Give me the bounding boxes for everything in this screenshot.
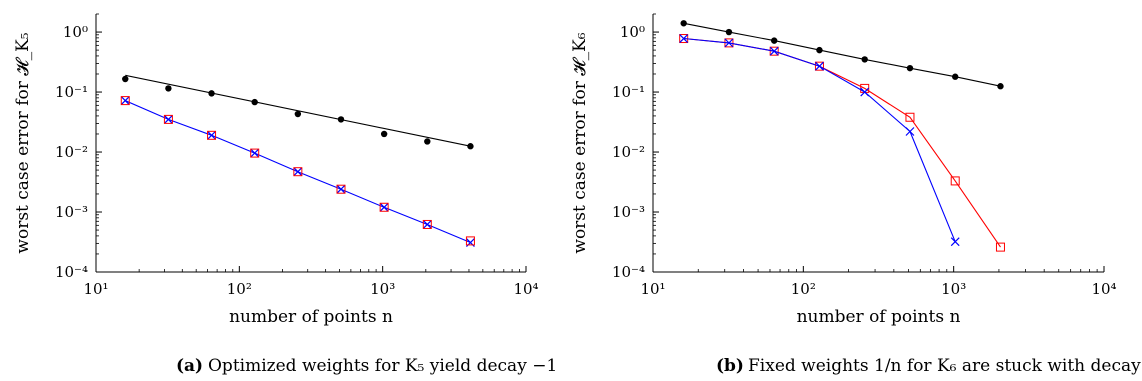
data-point bbox=[380, 130, 388, 138]
y-axis-label: worst case error for 𝓗_K₆ bbox=[570, 32, 590, 253]
x-tick-label: 10¹ bbox=[83, 280, 108, 298]
data-point bbox=[950, 176, 960, 186]
y-tick-label: 10⁻¹ bbox=[612, 83, 645, 101]
x-tick-label: 10⁴ bbox=[1091, 280, 1116, 298]
x-tick-label: 10¹ bbox=[640, 280, 665, 298]
series-line bbox=[125, 74, 471, 147]
data-point bbox=[163, 114, 173, 124]
chart-panel-b: 10¹ 10² 10³ 10⁴ 10⁻⁴ 10⁻³ 10⁻² 10⁻¹ 10⁰ number of… bbox=[570, 13, 1117, 327]
y-tick-label: 10⁻² bbox=[612, 143, 645, 161]
y-tick-label: 10⁻¹ bbox=[55, 83, 88, 101]
data-point bbox=[952, 73, 959, 80]
data-point bbox=[293, 167, 303, 177]
data-point bbox=[995, 242, 1005, 252]
data-point bbox=[337, 116, 345, 123]
x-axis-label: number of points n bbox=[229, 307, 393, 327]
data-point bbox=[769, 46, 779, 56]
data-point bbox=[860, 87, 870, 97]
data-point bbox=[724, 38, 734, 48]
data-point bbox=[208, 90, 215, 97]
data-point bbox=[251, 98, 258, 106]
data-point bbox=[250, 148, 260, 158]
series-line bbox=[683, 37, 1001, 248]
data-point bbox=[950, 237, 960, 247]
x-tick-label: 10³ bbox=[941, 280, 966, 298]
y-tick-label: 10⁻³ bbox=[55, 203, 88, 221]
x-tick-label: 10⁴ bbox=[513, 280, 538, 298]
x-tick-label: 10² bbox=[227, 280, 252, 298]
y-tick-label: 10⁰ bbox=[63, 23, 88, 41]
data-point bbox=[467, 143, 474, 150]
data-point bbox=[422, 220, 432, 229]
caption-b-text: Fixed weights 1/n for K₆ are stuck with … bbox=[748, 356, 1142, 376]
data-point bbox=[422, 219, 432, 229]
data-point bbox=[336, 184, 346, 194]
caption-a-text: Optimized weights for K₅ yield decay −1 bbox=[208, 356, 557, 376]
data-point bbox=[207, 130, 216, 140]
data-point bbox=[769, 46, 779, 56]
data-point bbox=[725, 28, 733, 36]
y-axis-label: worst case error for 𝓗_K₅ bbox=[13, 32, 33, 253]
caption-a: (a) Optimized weights for K₅ yield decay… bbox=[176, 356, 557, 376]
data-point bbox=[814, 61, 824, 71]
y-tick-label: 10⁻² bbox=[55, 143, 88, 161]
data-point bbox=[294, 110, 302, 118]
data-point bbox=[293, 167, 303, 177]
y-tick-label: 10⁻³ bbox=[612, 203, 645, 221]
data-point bbox=[465, 236, 475, 246]
data-point bbox=[250, 148, 260, 158]
data-point bbox=[120, 96, 130, 106]
data-point bbox=[424, 138, 431, 145]
x-axis-label: number of points n bbox=[797, 307, 961, 327]
data-point bbox=[861, 56, 868, 63]
series-3 bbox=[120, 96, 475, 246]
series-0 bbox=[680, 20, 1004, 90]
chart-panel-a: 10¹ 10² 10³ 10⁴ 10⁻⁴ 10⁻³ 10⁻² 10⁻¹ 10⁰ number of… bbox=[13, 13, 539, 327]
y-tick-label: 10⁻⁴ bbox=[612, 263, 645, 281]
series-1 bbox=[679, 34, 1005, 252]
series-2 bbox=[120, 96, 475, 247]
data-point bbox=[336, 184, 346, 194]
data-point bbox=[680, 20, 687, 27]
data-point bbox=[906, 64, 914, 72]
x-tick-label: 10³ bbox=[370, 280, 395, 298]
data-point bbox=[816, 46, 823, 54]
data-point bbox=[905, 127, 915, 136]
caption-b: (b) Fixed weights 1/n for K₆ are stuck w… bbox=[716, 356, 1142, 376]
y-tick-label: 10⁻⁴ bbox=[55, 263, 88, 281]
caption-b-letter: (b) bbox=[716, 356, 744, 376]
data-point bbox=[379, 202, 389, 212]
series-0 bbox=[125, 74, 471, 147]
data-point bbox=[905, 112, 915, 122]
data-point bbox=[997, 83, 1004, 90]
data-point bbox=[679, 34, 689, 43]
caption-a-letter: (a) bbox=[176, 356, 203, 376]
series-1 bbox=[122, 75, 474, 150]
series-2 bbox=[679, 34, 960, 247]
y-tick-label: 10⁰ bbox=[620, 23, 645, 41]
data-point bbox=[120, 96, 130, 106]
data-point bbox=[207, 130, 217, 140]
data-point bbox=[379, 202, 389, 212]
data-point bbox=[122, 75, 129, 83]
data-point bbox=[770, 37, 778, 44]
data-point bbox=[163, 114, 173, 124]
data-point bbox=[165, 85, 172, 92]
series-line bbox=[683, 22, 1001, 87]
data-point bbox=[815, 61, 824, 71]
x-tick-label: 10² bbox=[791, 280, 816, 298]
